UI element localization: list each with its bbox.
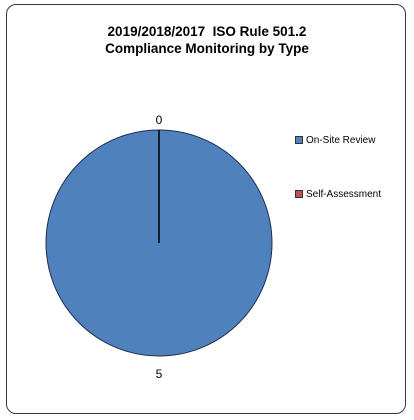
data-label-on-site-review: 5: [156, 367, 163, 381]
legend-label-self-assessment: Self-Assessment: [306, 188, 382, 200]
legend-swatch-on-site-review: [295, 136, 303, 144]
chart-title: 2019/2018/2017 ISO Rule 501.2 Compliance…: [7, 23, 407, 57]
legend-swatch-self-assessment: [295, 190, 303, 198]
chart-title-line-2: Compliance Monitoring by Type: [105, 41, 309, 56]
chart-legend: On-Site Review Self-Assessment: [295, 133, 381, 241]
data-label-self-assessment: 0: [156, 113, 163, 127]
chart-frame: 2019/2018/2017 ISO Rule 501.2 Compliance…: [6, 4, 406, 414]
chart-title-line-1: 2019/2018/2017 ISO Rule 501.2: [107, 24, 307, 39]
legend-label-on-site-review: On-Site Review: [306, 134, 376, 146]
legend-item-on-site-review: On-Site Review: [295, 133, 381, 147]
legend-item-self-assessment: Self-Assessment: [295, 187, 381, 201]
pie-chart: 50: [45, 113, 273, 381]
